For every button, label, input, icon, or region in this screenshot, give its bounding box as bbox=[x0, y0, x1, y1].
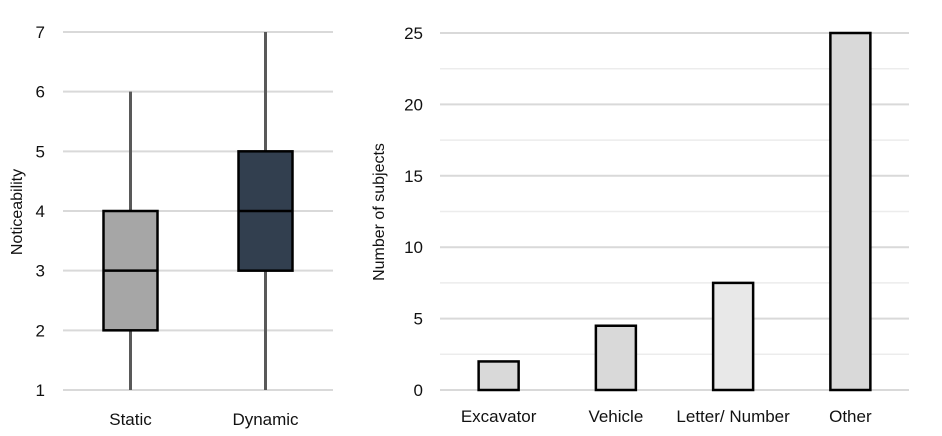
bar bbox=[594, 324, 638, 392]
x-category-label: Other bbox=[829, 407, 872, 426]
bar bbox=[829, 31, 872, 392]
y-tick-label: 4 bbox=[36, 202, 45, 221]
y-tick-label: 0 bbox=[414, 381, 423, 400]
noticeability-axis-label: Noticeability bbox=[9, 169, 26, 255]
subjects-bar-chart: 0 5 10 15 20 25 Excavator Vehicle Letter/ Number… bbox=[404, 24, 909, 426]
y-tick-label: 1 bbox=[36, 381, 45, 400]
y-tick-label: 5 bbox=[36, 142, 45, 161]
noticeability-box-plot: 1 2 3 4 5 6 7 Static Dynamic bbox=[36, 23, 333, 429]
y-tick-label: 20 bbox=[404, 95, 423, 114]
y-tick-label: 7 bbox=[36, 23, 45, 42]
bar bbox=[711, 281, 755, 392]
bar bbox=[477, 360, 520, 392]
subjects-axis-label: Number of subjects bbox=[371, 143, 388, 281]
y-tick-label: 6 bbox=[36, 83, 45, 102]
y-tick-label: 25 bbox=[404, 24, 423, 43]
x-category-label: Excavator bbox=[461, 407, 537, 426]
y-tick-label: 15 bbox=[404, 167, 423, 186]
y-tick-label: 3 bbox=[36, 262, 45, 281]
x-category-label: Static bbox=[109, 410, 152, 429]
x-category-label: Vehicle bbox=[588, 407, 643, 426]
y-tick-label: 10 bbox=[404, 238, 423, 257]
y-tick-label: 5 bbox=[414, 310, 423, 329]
y-tick-label: 2 bbox=[36, 321, 45, 340]
x-category-label: Dynamic bbox=[232, 410, 299, 429]
x-category-label: Letter/ Number bbox=[676, 407, 790, 426]
